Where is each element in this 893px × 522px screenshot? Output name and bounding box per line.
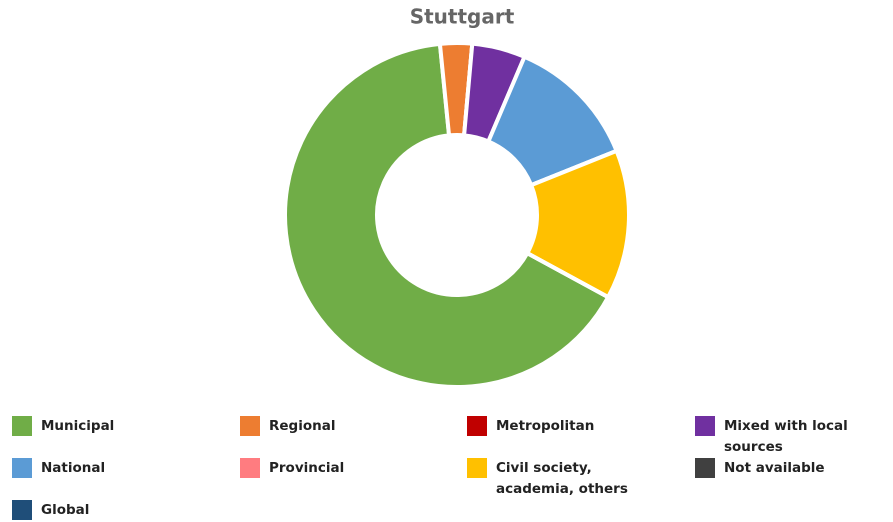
slice xyxy=(524,148,631,300)
legend-item: National xyxy=(12,458,211,479)
legend-swatch xyxy=(467,458,487,478)
legend-swatch xyxy=(240,458,260,478)
chart-title: Stuttgart xyxy=(410,5,515,29)
legend-item: Regional xyxy=(240,416,439,437)
legend-label: Municipal xyxy=(41,418,115,434)
legend-swatch xyxy=(695,458,715,478)
legend-label: Mixed with local sources xyxy=(724,418,848,455)
legend-swatch xyxy=(467,416,487,436)
legend-swatch xyxy=(695,416,715,436)
legend-label: Not available xyxy=(724,460,825,476)
legend-item: Not available xyxy=(695,458,893,479)
legend-label: Global xyxy=(41,502,90,518)
legend-label: Regional xyxy=(269,418,336,434)
legend-swatch xyxy=(12,416,32,436)
legend-item: Civil society, academia, others xyxy=(467,458,666,500)
legend-label: Provincial xyxy=(269,460,345,476)
legend-item: Provincial xyxy=(240,458,439,479)
slice xyxy=(283,41,611,389)
legend-item: Municipal xyxy=(12,416,211,437)
legend-label: National xyxy=(41,460,106,476)
legend-swatch xyxy=(12,458,32,478)
legend-swatch xyxy=(240,416,260,436)
pie-area: Stuttgart xyxy=(283,5,631,389)
legend-swatch xyxy=(12,500,32,520)
legend-item: Metropolitan xyxy=(467,416,666,437)
legend-label: Metropolitan xyxy=(496,418,595,434)
legend-label: Civil society, academia, others xyxy=(496,460,628,497)
legend-item: Global xyxy=(12,500,211,521)
legend-item: Mixed with local sources xyxy=(695,416,893,458)
